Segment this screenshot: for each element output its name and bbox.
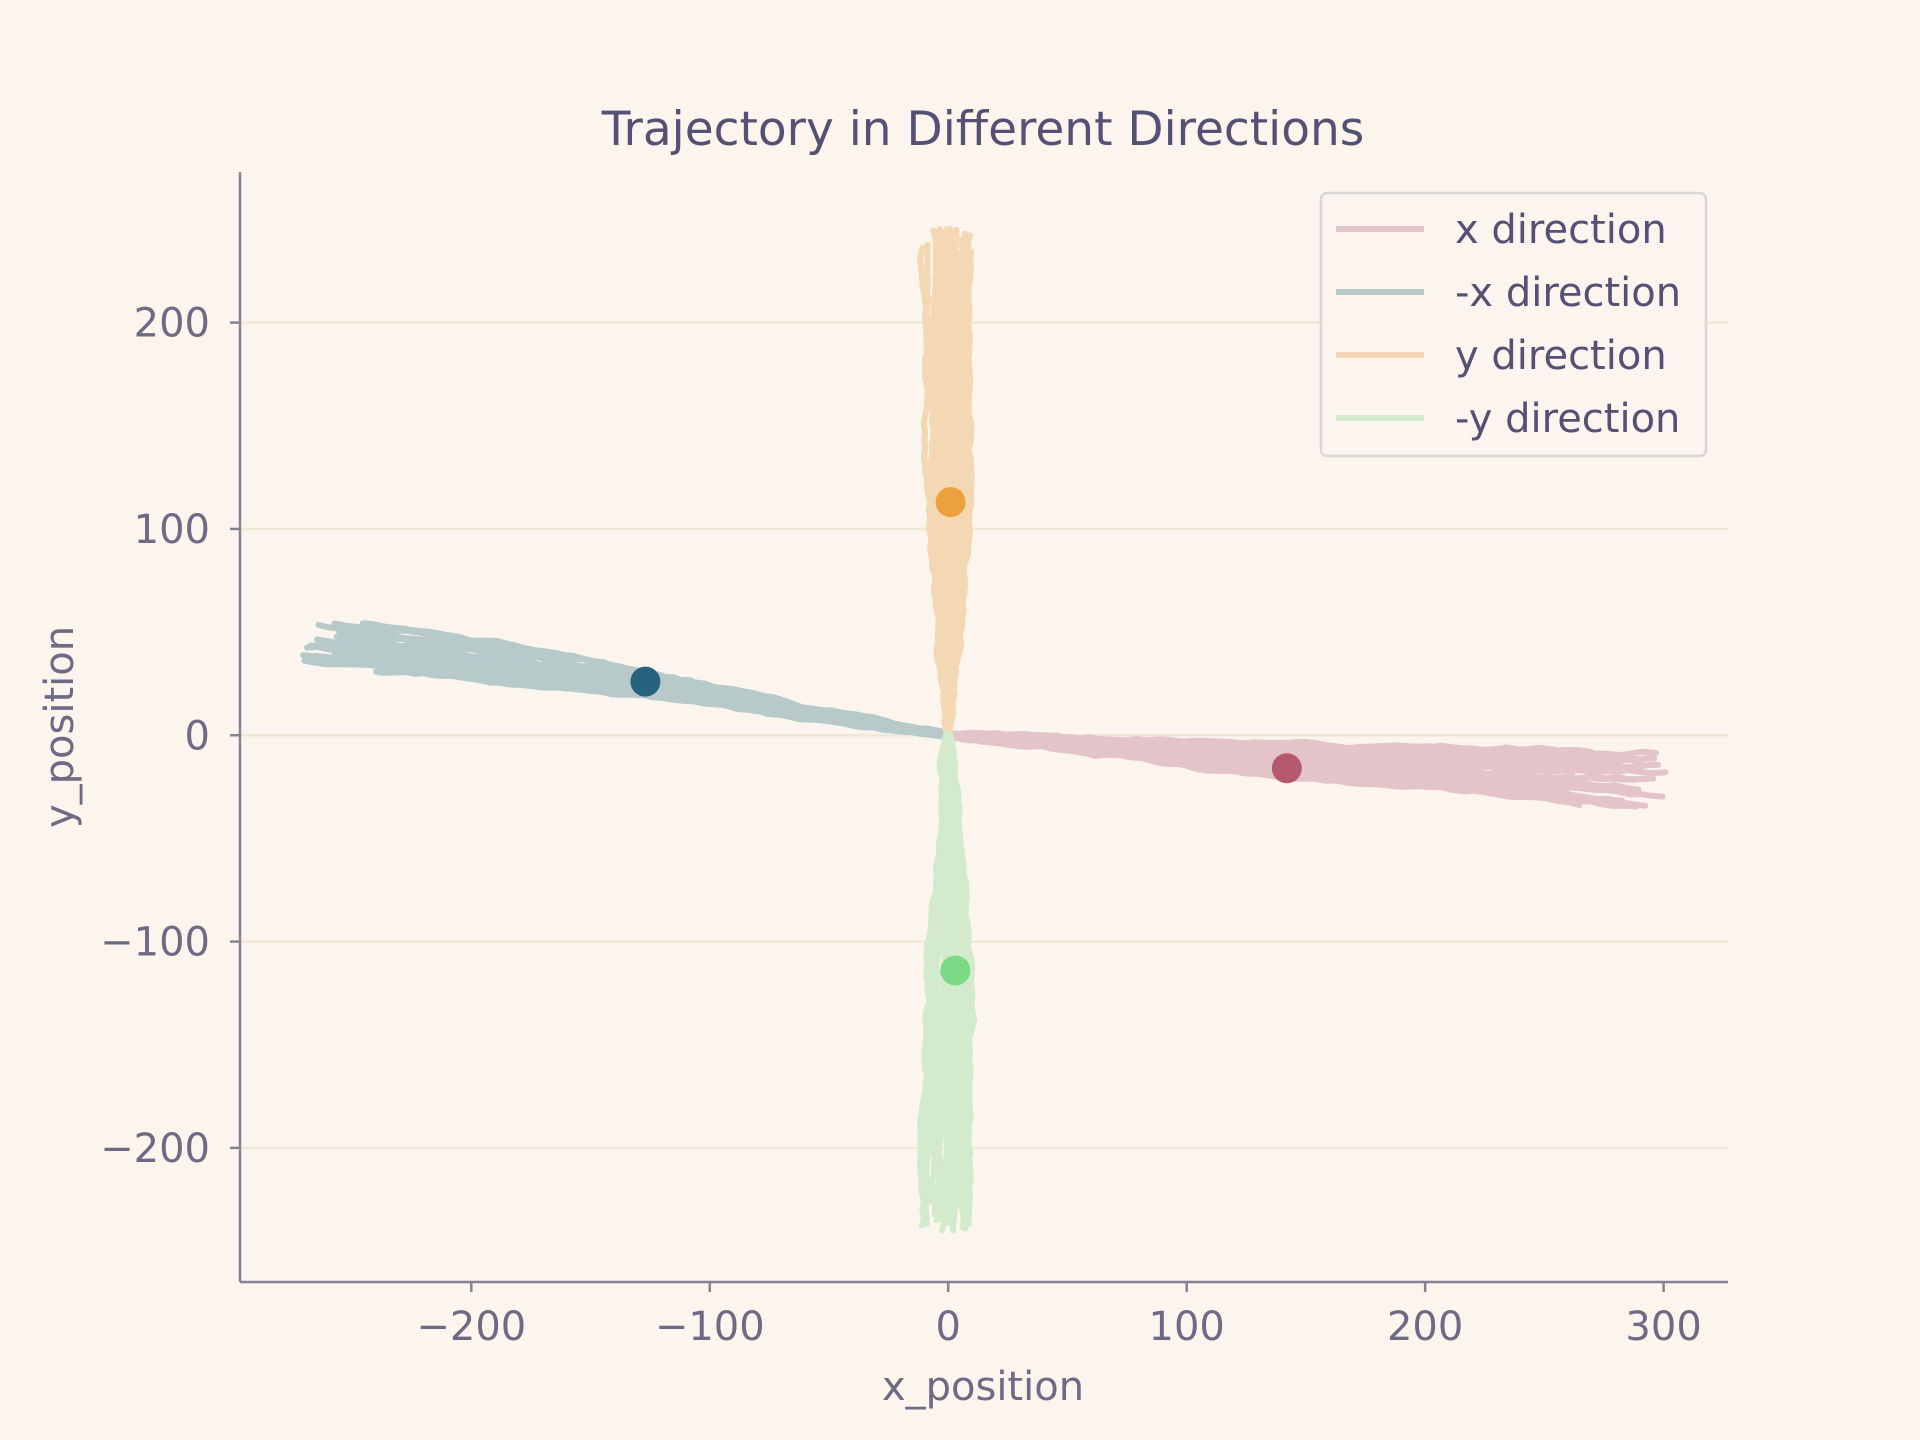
y-tick-label: 100	[134, 507, 210, 553]
axes	[238, 172, 1728, 1284]
x-tick-label: 200	[1387, 1304, 1463, 1350]
legend: x direction -x direction y direction -y dir…	[1319, 191, 1708, 458]
legend-label: -x direction	[1455, 270, 1681, 316]
mean-point-marker	[630, 666, 661, 697]
x-tick-label: 100	[1149, 1304, 1225, 1350]
x-tick-label: 0	[936, 1304, 961, 1350]
trajectory-line	[938, 731, 953, 1226]
legend-label: -y direction	[1455, 396, 1680, 442]
y-axis-label: y_position	[37, 626, 83, 828]
x-axis-label: x_position	[882, 1364, 1084, 1410]
y-tick-label: −100	[100, 920, 210, 966]
y-tick-label: 0	[185, 713, 210, 759]
trajectory-line	[315, 622, 951, 740]
ticks: −200 −100 0 100 200 300 −200 −100 0 100 200	[100, 301, 1702, 1350]
mean-point-marker	[1271, 753, 1302, 784]
legend-label: y direction	[1455, 333, 1667, 379]
y-tick-label: 200	[134, 301, 210, 347]
legend-box	[1319, 191, 1708, 458]
mean-point-marker	[940, 955, 971, 986]
legend-label: x direction	[1455, 207, 1667, 253]
trajectory-line	[944, 731, 1583, 808]
x-tick-label: −200	[416, 1304, 526, 1350]
x-tick-label: 300	[1625, 1304, 1701, 1350]
chart-title: Trajectory in Different Directions	[601, 102, 1365, 157]
mean-point-marker	[935, 487, 966, 518]
trajectory-line	[444, 657, 952, 740]
x-tick-label: −100	[655, 1304, 765, 1350]
mean-markers	[630, 487, 1302, 986]
trajectory-line	[946, 731, 1659, 759]
y-tick-label: −200	[100, 1126, 210, 1172]
